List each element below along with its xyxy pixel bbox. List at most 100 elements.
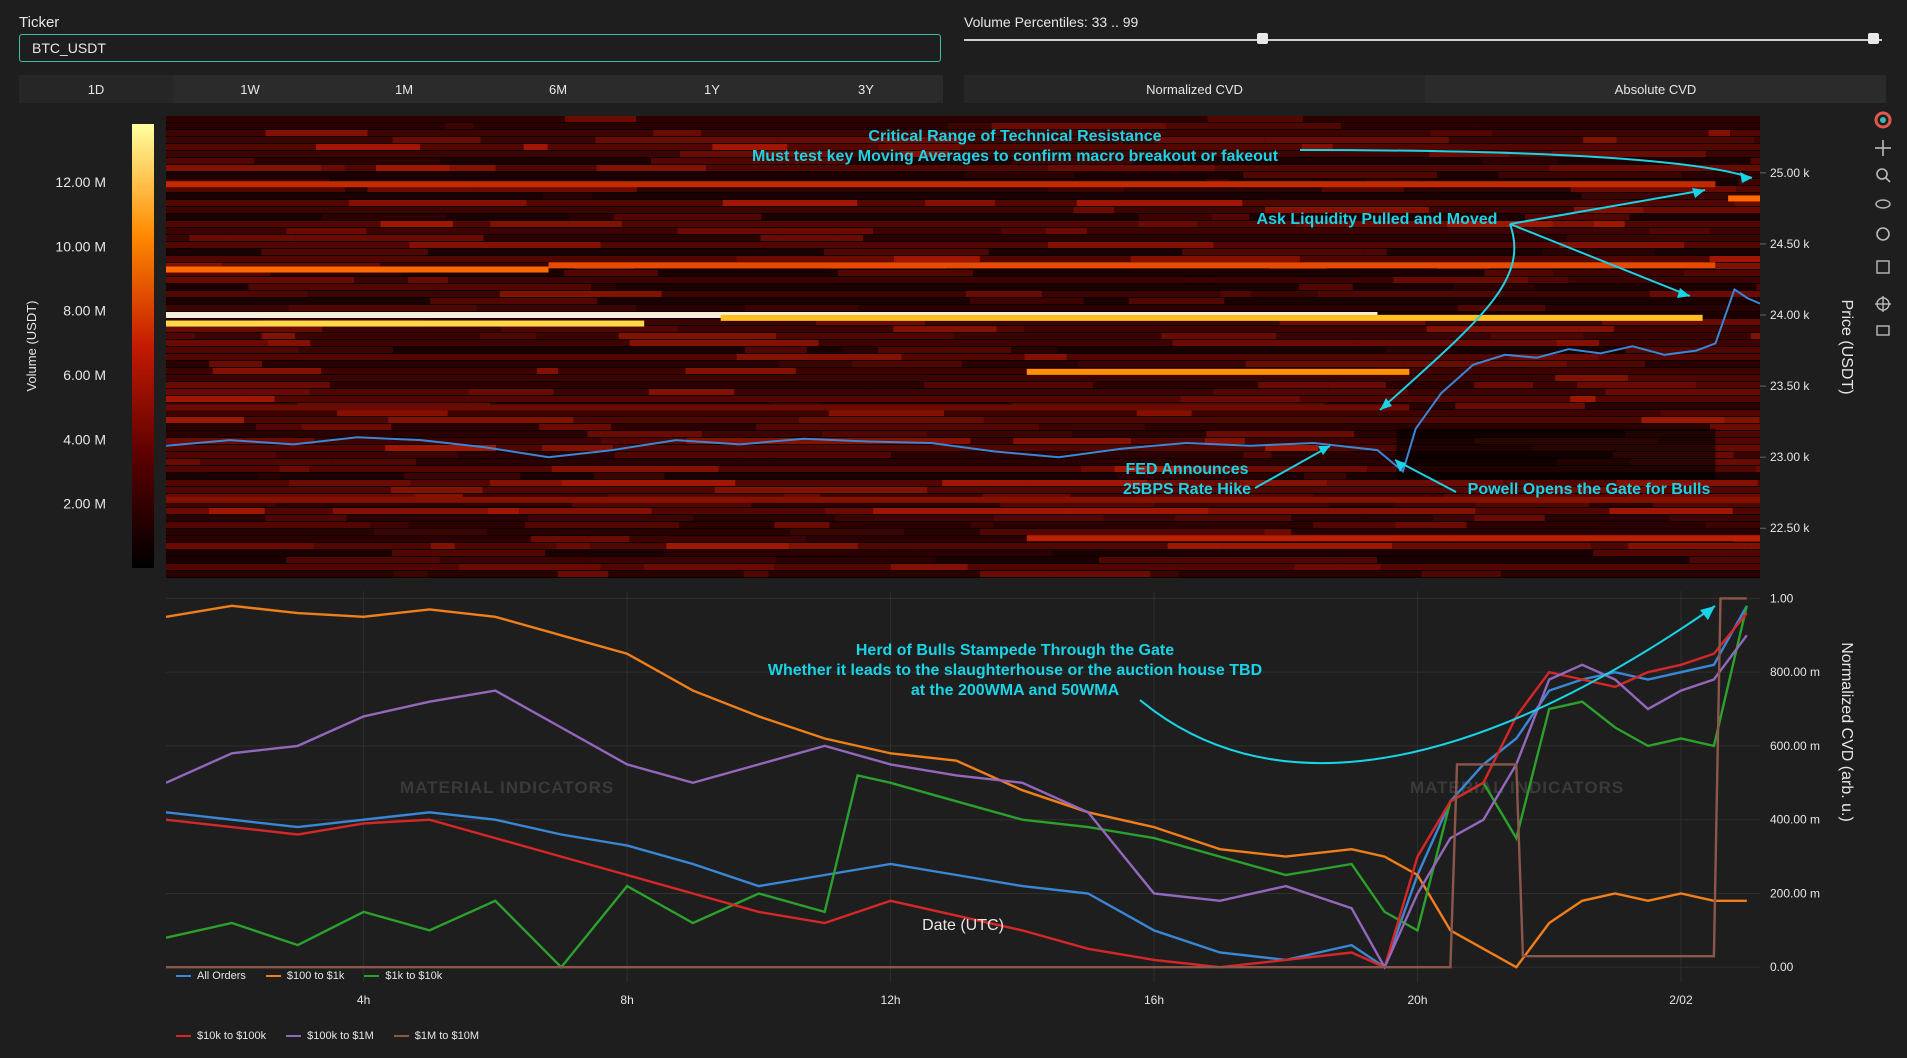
heatmap-cell (778, 361, 852, 367)
heatmap-cell (445, 123, 474, 129)
heatmap-cell (1206, 431, 1355, 437)
heatmap-cell (1395, 522, 1467, 528)
ticker-input[interactable] (19, 34, 941, 62)
cvd-series-lines (166, 597, 1748, 970)
heatmap-cell (392, 137, 481, 143)
heatmap-cell (373, 529, 488, 535)
slider-low-handle[interactable] (1257, 33, 1269, 44)
heatmap-cell (915, 550, 1053, 556)
heatmap-cell (166, 249, 262, 255)
heatmap-cell (1595, 396, 1709, 402)
tab-normalized-cvd[interactable]: Normalized CVD (964, 75, 1425, 103)
heatmap-cell (1708, 130, 1731, 136)
lasso-icon[interactable] (1875, 199, 1891, 209)
reset-icon[interactable] (1876, 227, 1890, 241)
heatmap-row (166, 277, 1760, 283)
zoom-icon[interactable] (1876, 168, 1891, 183)
heatmap-cell (1136, 410, 1192, 416)
heatmap-cell (1154, 501, 1330, 507)
heatmap-cell (1393, 235, 1539, 241)
heatmap-cell (1542, 249, 1655, 255)
heatmap-cell (1548, 165, 1710, 171)
tab-1m[interactable]: 1M (327, 75, 481, 103)
heatmap-cell (947, 123, 992, 129)
heatmap-cell (679, 151, 831, 157)
heatmap-cell (1016, 214, 1139, 220)
pan-icon[interactable] (1875, 140, 1891, 156)
heatmap-cell (690, 242, 714, 248)
colorbar-tick-label: 4.00 M (63, 431, 106, 447)
heatmap-cell (1222, 543, 1393, 549)
legend-all-orders[interactable]: All Orders (176, 970, 246, 982)
heatmap-cell (1695, 382, 1760, 388)
heatmap-cell (1294, 564, 1381, 570)
timeframe-tabs: 1D 1W 1M 6M 1Y 3Y (19, 75, 943, 103)
heatmap-cell (482, 487, 635, 493)
heatmap-cell (863, 235, 897, 241)
heatmap-cell (1279, 319, 1426, 325)
heatmap-cell (1570, 144, 1745, 150)
heatmap-cell (1643, 319, 1760, 325)
tab-6m[interactable]: 6M (481, 75, 635, 103)
legend-10k-100k[interactable]: $10k to $100k (176, 1030, 266, 1042)
heatmap-cell (776, 557, 936, 563)
cvd-tick-label: 400.00 m (1770, 813, 1820, 827)
plot-modebar (1874, 111, 1892, 336)
slider-high-handle[interactable] (1867, 33, 1879, 44)
heatmap-cell (1474, 515, 1545, 521)
price-line (166, 287, 1760, 474)
heatmap-cell (248, 284, 437, 290)
plotly-logo-icon[interactable] (1874, 111, 1892, 129)
arrow-powell (1394, 459, 1457, 493)
tab-1w[interactable]: 1W (173, 75, 327, 103)
heatmap-cell (815, 319, 926, 325)
save-icon[interactable] (1876, 260, 1890, 274)
tab-absolute-cvd[interactable]: Absolute CVD (1425, 75, 1886, 103)
heatmap-row (166, 151, 1760, 157)
heatmap-void (1396, 428, 1716, 479)
legend-100-1k[interactable]: $100 to $1k (265, 970, 344, 982)
heatmap-cell (965, 291, 1042, 297)
legend-100k-1m[interactable]: $100k to $1M (286, 1030, 374, 1042)
heatmap-cell (1629, 214, 1760, 220)
heatmap-cell (777, 137, 961, 143)
heatmap-cell (707, 347, 745, 353)
heatmap-cell (166, 410, 338, 416)
heatmap-cell (510, 424, 540, 430)
heatmap-cell (822, 431, 928, 437)
heatmap-row (166, 501, 1760, 507)
heatmap-cell (166, 186, 345, 192)
heatmap-cell (846, 158, 965, 164)
tab-3y[interactable]: 3Y (789, 75, 943, 103)
heatmap-cell (1709, 256, 1760, 262)
cvd-axis-ticks: 0.00 200.00 m 400.00 m 600.00 m 800.00 m 1.00 (1770, 591, 1820, 974)
tab-1y[interactable]: 1Y (635, 75, 789, 103)
heatmap-cell (1012, 158, 1077, 164)
heatmap-cell (1616, 480, 1758, 486)
heatmap-cell (388, 417, 574, 423)
heatmap-cell (166, 396, 275, 402)
heatmap-cell (408, 522, 525, 528)
crosshair-icon[interactable] (1875, 296, 1891, 312)
tab-1d[interactable]: 1D (19, 75, 173, 103)
legend-1k-10k[interactable]: $1k to $10k (364, 970, 442, 982)
heatmap-cell (1224, 298, 1386, 304)
heatmap-cell (967, 564, 1056, 570)
heatmap-cell (1738, 179, 1760, 185)
arrow-ask-1 (1509, 189, 1706, 225)
heatmap-cell (166, 277, 355, 283)
heatmap-cell (542, 193, 593, 199)
hover-compare-icon[interactable] (1876, 325, 1890, 336)
heatmap-cell (410, 480, 490, 486)
volume-percentile-slider[interactable] (964, 33, 1882, 44)
heatmap-cell (658, 270, 838, 276)
heatmap-cell (530, 536, 630, 542)
heatmap-cell (1525, 571, 1617, 577)
heatmap-cell (393, 571, 428, 577)
heatmap-cell (810, 284, 985, 290)
heatmap-cell (900, 151, 949, 157)
heatmap-cell (254, 158, 441, 164)
heatmap-cell (1755, 466, 1760, 472)
legend-1m-10m[interactable]: $1M to $10M (393, 1030, 479, 1042)
heatmap-cell (600, 438, 687, 444)
